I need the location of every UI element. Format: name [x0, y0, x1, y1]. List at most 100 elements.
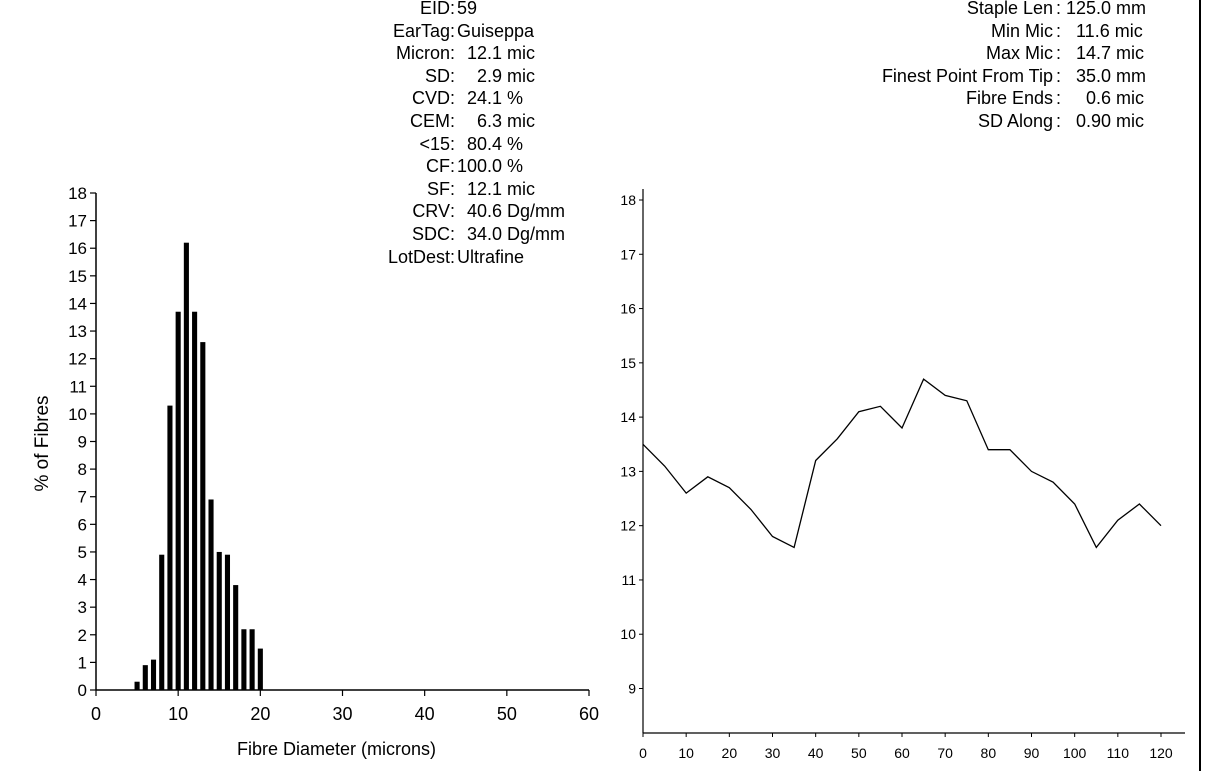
- stat-label: EarTag: [392, 20, 450, 41]
- stat-value: 100.0 %: [457, 156, 524, 177]
- hist-y-tick-label: 4: [78, 571, 87, 590]
- stat-separator: :: [450, 88, 456, 109]
- stat-separator: :: [450, 20, 456, 41]
- stat-separator: :: [1056, 43, 1062, 64]
- stat-value: 34.0 Dg/mm: [457, 223, 566, 244]
- hist-x-tick-label: 30: [332, 704, 352, 724]
- stat-label: CF: [426, 156, 450, 177]
- profile-x-tick-label: 80: [981, 745, 997, 761]
- right-stat-row: SD Along: 0.90 mic: [700, 110, 1207, 133]
- stat-label: Finest Point From Tip: [881, 65, 1053, 86]
- left-stat-row: SD: 2.9 mic: [0, 65, 600, 88]
- hist-y-tick-label: 6: [78, 515, 87, 534]
- profile-y-tick-label: 18: [620, 192, 636, 208]
- stat-separator: :: [1056, 65, 1062, 86]
- stat-label: Fibre Ends: [965, 88, 1053, 109]
- stat-separator: :: [450, 178, 456, 199]
- profile-x-tick-label: 30: [765, 745, 781, 761]
- profile-y-tick-label: 14: [620, 409, 636, 425]
- profile-x-tick-label: 50: [851, 745, 867, 761]
- profile-y-tick-label: 16: [620, 301, 636, 317]
- profile-x-tick-label: 0: [639, 745, 647, 761]
- left-stat-row: LotDest: Ultrafine: [0, 246, 600, 269]
- staple-statistics: Staple Len:125.0 mm Min Mic: 11.6 mic Max …: [700, 0, 1207, 133]
- profile-x-tick-label: 70: [937, 745, 953, 761]
- stat-label: Min Mic: [991, 20, 1053, 41]
- stat-separator: :: [450, 110, 456, 131]
- stat-label: CVD: [411, 88, 450, 109]
- left-stat-row: EarTag: Guiseppa: [0, 20, 600, 43]
- histogram-bar: [257, 648, 263, 690]
- hist-y-tick-label: 7: [78, 488, 87, 507]
- profile-x-tick-label: 100: [1063, 745, 1087, 761]
- profile-x-tick-label: 40: [808, 745, 824, 761]
- hist-x-tick-label: 20: [250, 704, 270, 724]
- stat-separator: :: [450, 201, 456, 222]
- histogram-bar: [249, 629, 255, 690]
- stat-label: SD: [424, 65, 450, 86]
- page-right-border: [1199, 0, 1201, 771]
- hist-y-axis-label: % of Fibres: [32, 395, 53, 491]
- stat-value: 12.1 mic: [457, 178, 536, 199]
- stat-label: SDC: [411, 223, 450, 244]
- profile-y-tick-label: 17: [620, 246, 636, 262]
- hist-y-tick-label: 3: [78, 598, 87, 617]
- histogram-bar: [167, 405, 173, 690]
- stat-separator: :: [1056, 0, 1062, 18]
- histogram-bar: [150, 659, 157, 690]
- left-stat-row: SF: 12.1 mic: [0, 178, 600, 201]
- right-stat-row: Staple Len:125.0 mm: [700, 0, 1207, 20]
- histogram-bar: [241, 629, 247, 690]
- left-stat-row: CEM: 6.3 mic: [0, 110, 600, 133]
- histogram-bar: [216, 551, 222, 690]
- stat-separator: :: [450, 223, 456, 244]
- left-stat-row: SDC: 34.0 Dg/mm: [0, 223, 600, 246]
- stat-separator: :: [1056, 88, 1062, 109]
- profile-series-line: [642, 378, 1162, 549]
- left-stat-row: Micron: 12.1 mic: [0, 42, 600, 65]
- stat-separator: :: [450, 133, 456, 154]
- profile-y-tick-label: 9: [628, 681, 636, 697]
- profile-x-tick-label: 60: [894, 745, 910, 761]
- hist-x-axis-label: Fibre Diameter (microns): [237, 739, 436, 759]
- profile-x-tick-label: 110: [1107, 745, 1130, 761]
- stat-value: 0.6 mic: [1066, 88, 1145, 109]
- histogram-bar: [208, 499, 214, 690]
- stat-value: 40.6 Dg/mm: [457, 201, 566, 222]
- left-stat-row: CRV: 40.6 Dg/mm: [0, 200, 600, 223]
- profile-chart: 9 10 11 12 13 14 15 16 17 18 0 10 20 30 40 50 60 70 80 90 10…: [620, 189, 1185, 761]
- right-stat-row: Max Mic: 14.7 mic: [700, 42, 1207, 65]
- profile-y-tick-label: 10: [620, 626, 636, 642]
- histogram-bar: [159, 554, 165, 690]
- stat-separator: :: [450, 156, 456, 177]
- hist-x-tick-label: 50: [497, 704, 517, 724]
- left-stat-row: CVD: 24.1 %: [0, 87, 600, 110]
- stat-label: EID: [419, 0, 450, 18]
- stat-value: 2.9 mic: [457, 65, 536, 86]
- histogram-bar: [183, 242, 189, 690]
- histogram-bar: [134, 681, 140, 690]
- profile-y-tick-label: 12: [620, 518, 636, 534]
- left-stat-row: CF:100.0 %: [0, 155, 600, 178]
- hist-y-tick-label: 15: [68, 267, 87, 286]
- stat-value: 35.0 mm: [1066, 65, 1147, 86]
- hist-y-tick-label: 9: [78, 433, 87, 452]
- stat-value: 59: [457, 0, 478, 18]
- stat-value: 11.6 mic: [1066, 20, 1143, 41]
- hist-y-tick-label: 16: [68, 239, 87, 258]
- histogram-bar: [175, 311, 181, 690]
- profile-x-tick-label: 90: [1024, 745, 1040, 761]
- histogram-bar: [224, 554, 231, 690]
- stat-label: CRV: [412, 201, 450, 222]
- stat-label: CEM: [410, 110, 450, 131]
- profile-x-tick-label: 120: [1149, 745, 1173, 761]
- hist-y-tick-label: 1: [78, 653, 87, 672]
- right-stat-row: Min Mic: 11.6 mic: [700, 20, 1207, 43]
- stat-label: Max Mic: [986, 43, 1053, 64]
- hist-y-tick-label: 5: [78, 543, 87, 562]
- stat-value: 14.7 mic: [1066, 43, 1145, 64]
- right-stat-row: Fibre Ends: 0.6 mic: [700, 87, 1207, 110]
- profile-y-tick-label: 13: [620, 463, 636, 479]
